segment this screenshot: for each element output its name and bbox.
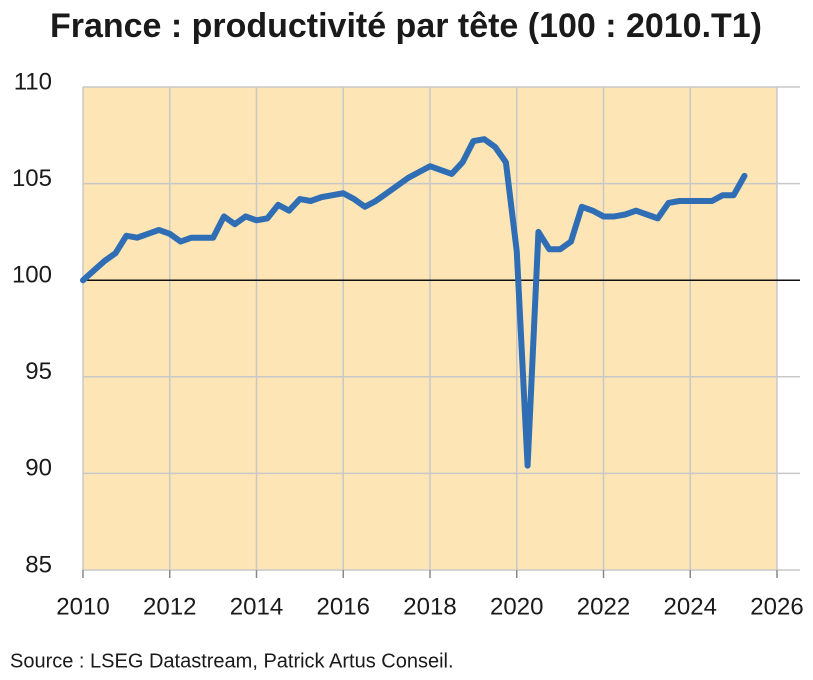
y-tick-label: 100 — [12, 262, 52, 289]
y-tick-label: 95 — [25, 358, 52, 385]
y-tick-label: 110 — [14, 68, 52, 95]
x-tick-label: 2010 — [56, 593, 109, 620]
source-note: Source : LSEG Datastream, Patrick Artus … — [10, 650, 454, 672]
x-tick-label: 2016 — [317, 593, 370, 620]
y-tick-label: 85 — [25, 551, 52, 578]
x-tick-label: 2020 — [490, 593, 543, 620]
x-tick-label: 2026 — [750, 593, 803, 620]
y-tick-label: 105 — [12, 165, 52, 192]
x-tick-label: 2022 — [577, 593, 630, 620]
data-line — [80, 136, 748, 469]
chart-title: France : productivité par tête (100 : 20… — [50, 7, 762, 45]
y-tick-label: 90 — [25, 455, 52, 482]
x-tick-label: 2014 — [230, 593, 283, 620]
x-tick-label: 2012 — [143, 593, 196, 620]
x-tick-label: 2024 — [664, 593, 717, 620]
x-tick-label: 2018 — [403, 593, 456, 620]
